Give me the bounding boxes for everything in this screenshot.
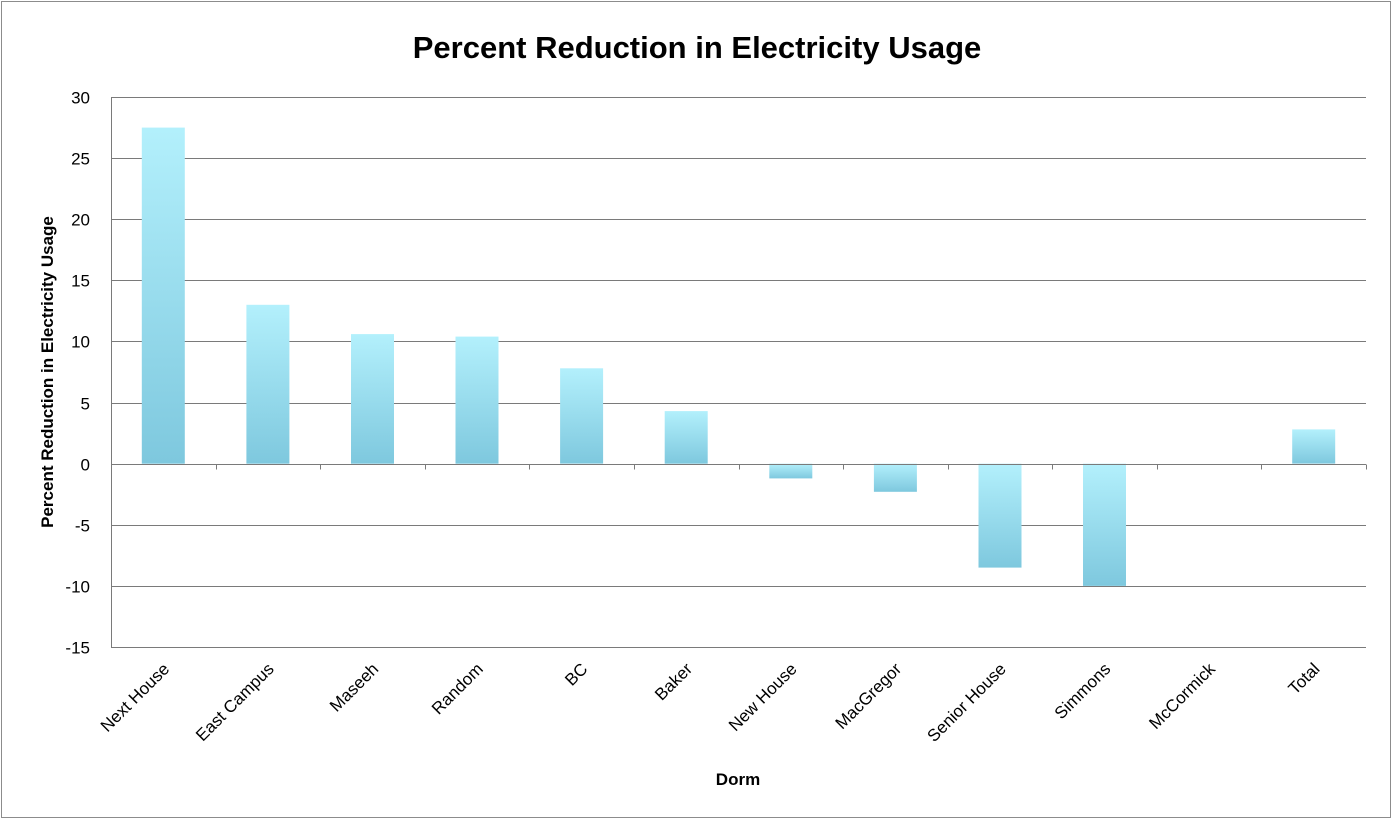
bar-baker: [664, 411, 708, 464]
x-tick-label: McCormick: [1145, 659, 1219, 733]
y-tick-label: 5: [81, 395, 90, 414]
y-tick-label: 0: [81, 456, 90, 475]
y-tick-label: 20: [71, 211, 90, 230]
bar-total: [1292, 429, 1336, 464]
y-axis-title: Percent Reduction in Electricity Usage: [38, 216, 57, 528]
x-tick-label: Next House: [97, 659, 173, 735]
y-tick-label: 30: [71, 89, 90, 108]
y-tick-label: 25: [71, 150, 90, 169]
x-axis-ticks: Next House East Campus Maseeh Random BC Baker…: [97, 659, 1324, 746]
bar-simmons: [1083, 463, 1126, 586]
bar-maseeh: [351, 334, 394, 464]
gridlines: [111, 97, 1366, 648]
bar-macgregor: [873, 463, 917, 492]
x-tick-label: Random: [428, 659, 487, 718]
bars: [111, 127, 1367, 586]
x-tick-label: Baker: [651, 659, 696, 704]
x-tick-label: Senior House: [924, 659, 1010, 745]
y-tick-label: 15: [71, 272, 90, 291]
x-tick-label: Simmons: [1051, 659, 1115, 723]
x-tick-label: Total: [1285, 659, 1324, 698]
x-axis-title: Dorm: [716, 770, 760, 789]
y-tick-label: -5: [75, 517, 90, 536]
y-axis-ticks: 30 25 20 15 10 5 0 -5 -10 -15: [65, 89, 90, 658]
x-tick-label: Maseeh: [326, 659, 382, 715]
x-tick-label: BC: [561, 659, 591, 689]
x-tick-label: New House: [725, 659, 801, 735]
y-tick-label: -15: [65, 639, 90, 658]
bar-random: [455, 336, 499, 464]
bar-east-campus: [246, 304, 290, 464]
chart-title: Percent Reduction in Electricity Usage: [413, 30, 982, 65]
bar-new-house: [769, 463, 813, 479]
bar-senior-house: [978, 463, 1022, 568]
x-tick-label: MacGregor: [832, 659, 906, 733]
bar-next-house: [141, 127, 185, 464]
x-tick-label: East Campus: [192, 659, 278, 745]
y-tick-label: 10: [71, 333, 90, 352]
bar-bc: [560, 368, 604, 464]
y-tick-label: -10: [65, 578, 90, 597]
